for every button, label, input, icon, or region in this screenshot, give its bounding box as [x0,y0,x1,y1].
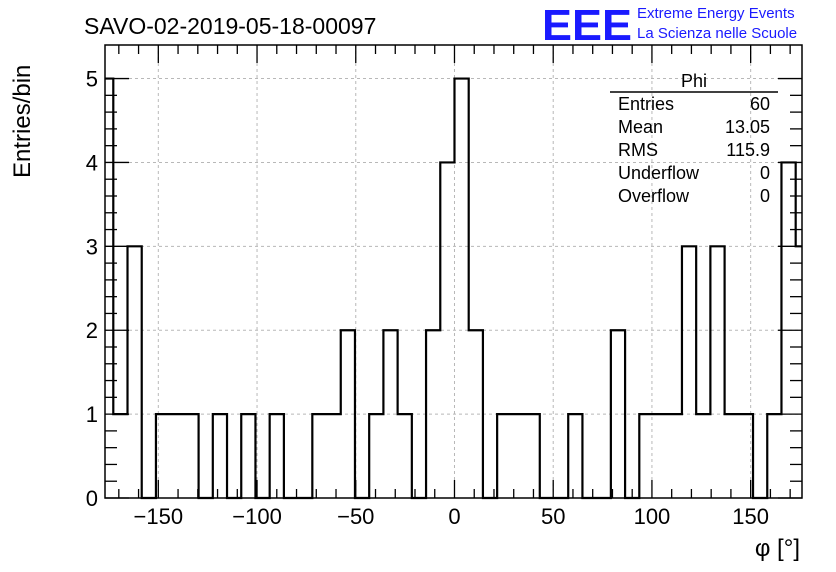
histogram-bin [668,414,682,498]
x-tick-labels: −150 −100 −50 0 50 100 150 [134,504,769,529]
plot-frame [104,44,803,499]
y-axis-label: Entries/bin [9,65,36,178]
stats-row-value: 0 [760,163,770,183]
histogram-bin [796,246,802,498]
histogram-bin [213,414,227,498]
y-tick-labels: 0 1 2 3 4 5 [86,67,98,511]
histogram-bin [654,414,668,498]
stats-box-rows: Entries 60 Mean 13.05 RMS 115.9 Underflow 0 Over… [618,94,770,206]
histogram-bin [696,414,710,498]
histogram-bin [241,414,255,498]
histogram-bin [327,414,341,498]
histogram-bin [398,414,412,498]
histogram-bin [568,414,582,498]
histogram-bin [710,246,724,498]
y-tick-label: 4 [86,150,98,175]
histogram-bin [184,414,198,498]
histogram-bin [767,414,781,498]
stats-row-label: Entries [618,94,674,114]
stats-row-label: Mean [618,117,663,137]
histogram-bars [105,77,802,500]
histogram-outline [105,77,802,500]
eee-logo-line2: La Scienza nelle Scuole [637,25,797,42]
x-tick-label: 50 [541,504,565,529]
axis-ticks [105,45,802,499]
histogram-bin [312,414,326,498]
eee-logo: EEE Extreme Energy Events La Scienza nel… [542,1,797,50]
y-tick-label: 5 [86,67,98,92]
eee-logo-line1: Extreme Energy Events [637,5,795,22]
chart-title: SAVO-02-2019-05-18-00097 [84,13,376,39]
y-tick-label: 1 [86,402,98,427]
x-axis-label: φ [°] [755,535,800,562]
x-tick-label: 0 [448,504,460,529]
stats-row-value: 115.9 [726,140,770,160]
histogram-bin [682,246,696,498]
y-tick-label: 3 [86,234,98,259]
x-tick-label: 100 [634,504,671,529]
stats-row-value: 60 [750,94,770,114]
eee-logo-mark: EEE [542,1,632,50]
histogram-bin [270,414,284,498]
histogram-bin [426,330,440,498]
stats-box: Phi Entries 60 Mean 13.05 RMS 115.9 Underflow 0… [610,71,778,206]
x-tick-label: 150 [732,504,769,529]
histogram-bin [511,414,525,498]
x-tick-label: −100 [232,504,282,529]
x-tick-label: −150 [134,504,184,529]
histogram-bin [469,330,483,498]
histogram-bin [725,414,739,498]
histogram-bin [105,79,113,498]
histogram-bin [497,414,511,498]
histogram-bin [526,414,540,498]
histogram-bin [113,414,127,498]
histogram-bin [369,414,383,498]
stats-row-value: 0 [760,186,770,206]
stats-row-label: Overflow [618,186,690,206]
histogram-bin [128,246,142,498]
stats-box-title: Phi [681,71,707,91]
x-tick-label: −50 [337,504,374,529]
stats-row-label: RMS [618,140,658,160]
stats-row-label: Underflow [618,163,700,183]
y-tick-label: 2 [86,318,98,343]
stats-row-value: 13.05 [725,117,770,137]
histogram-bin [170,414,184,498]
histogram-bin [454,79,468,498]
y-tick-label: 0 [86,486,98,511]
